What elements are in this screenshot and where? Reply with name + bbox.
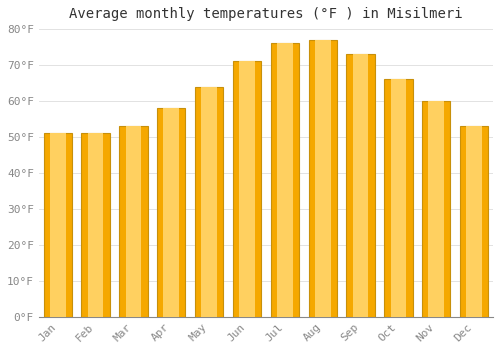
Bar <box>270 43 299 317</box>
Bar <box>88 133 104 317</box>
Bar <box>202 86 217 317</box>
Bar <box>50 133 66 317</box>
Bar <box>239 62 255 317</box>
Bar <box>346 54 375 317</box>
Bar <box>82 133 110 317</box>
Bar <box>315 40 330 317</box>
Bar <box>390 79 406 317</box>
Bar <box>460 126 488 317</box>
Bar <box>308 40 337 317</box>
Bar <box>353 54 368 317</box>
Bar <box>466 126 482 317</box>
Bar <box>157 108 186 317</box>
Bar <box>233 62 261 317</box>
Bar <box>126 126 141 317</box>
Bar <box>195 86 224 317</box>
Bar <box>44 133 72 317</box>
Bar <box>277 43 292 317</box>
Bar <box>164 108 179 317</box>
Title: Average monthly temperatures (°F ) in Misilmeri: Average monthly temperatures (°F ) in Mi… <box>69 7 462 21</box>
Bar <box>428 101 444 317</box>
Bar <box>422 101 450 317</box>
Bar <box>384 79 412 317</box>
Bar <box>119 126 148 317</box>
